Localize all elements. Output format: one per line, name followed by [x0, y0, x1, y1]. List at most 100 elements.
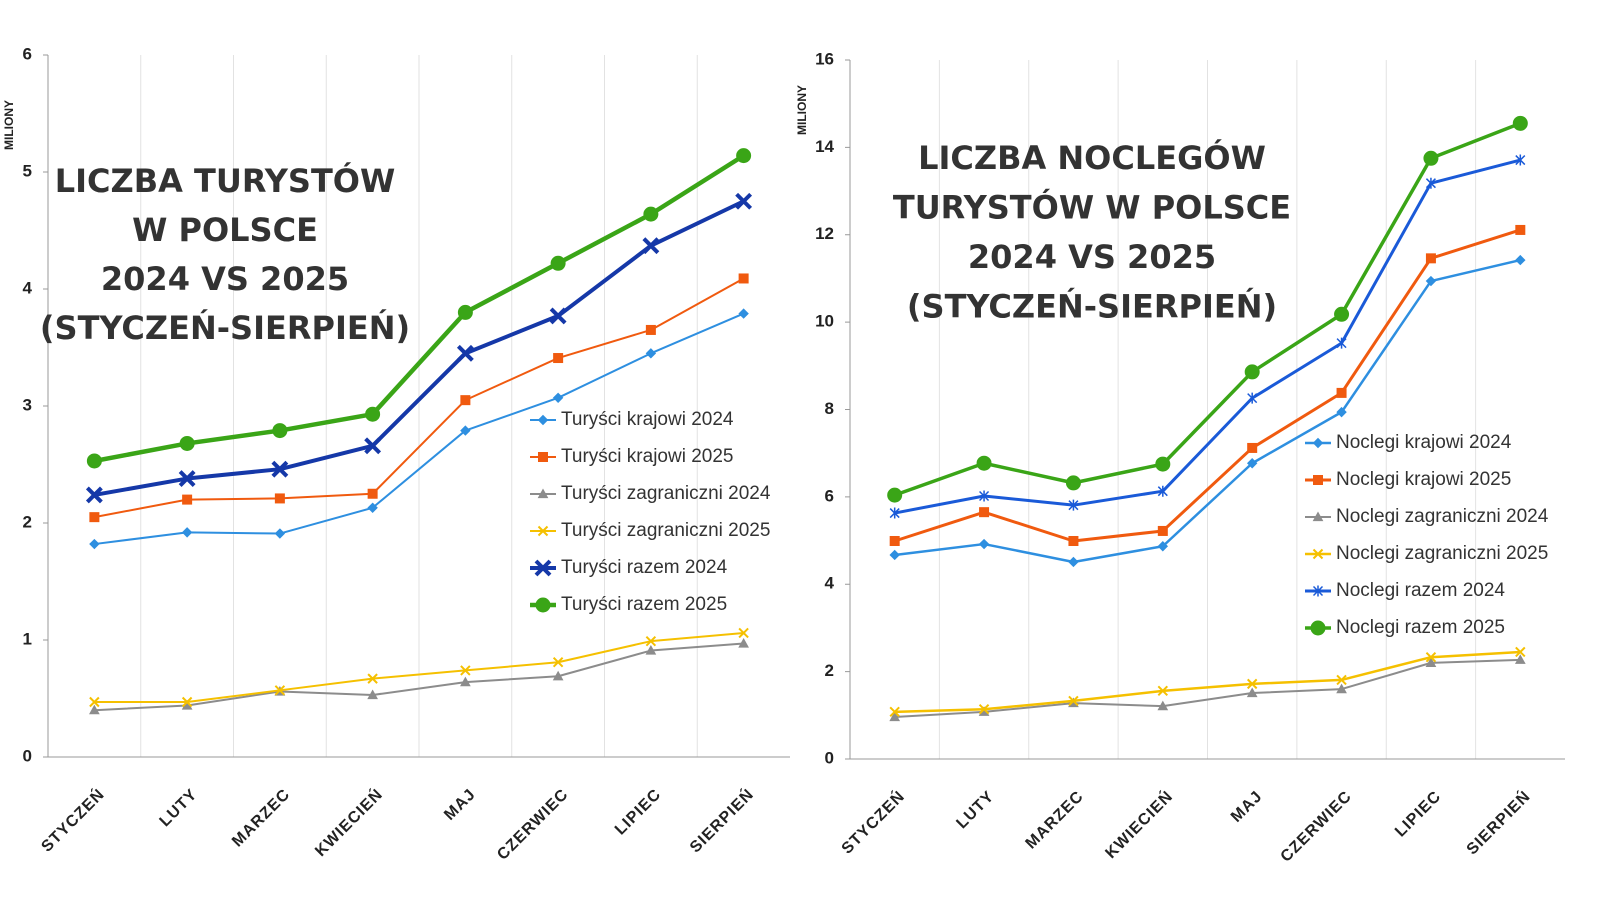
marker — [89, 704, 100, 715]
chart-title: 2024 VS 2025 — [101, 260, 349, 298]
marker — [738, 627, 749, 639]
marker — [365, 406, 381, 422]
marker — [272, 423, 288, 439]
marker — [1157, 485, 1168, 497]
marker — [367, 502, 378, 513]
marker — [274, 685, 286, 696]
series-line — [94, 277, 745, 519]
marker — [978, 703, 990, 715]
marker — [1155, 456, 1171, 472]
series-line — [94, 631, 744, 704]
marker — [645, 635, 657, 647]
series-line — [894, 121, 1521, 497]
marker — [460, 665, 471, 676]
legend-marker — [1312, 437, 1324, 449]
y-tick-label: 6 — [825, 486, 834, 505]
x-tick-label: MARZEC — [1023, 788, 1088, 853]
series-line — [94, 312, 745, 546]
y-tick-label: 3 — [23, 395, 32, 414]
legend-label: Noclegi krajowi 2025 — [1336, 469, 1511, 490]
marker — [1336, 387, 1347, 398]
marker — [1246, 678, 1258, 690]
marker — [978, 538, 990, 550]
marker — [738, 637, 749, 648]
legend-label: Turyści krajowi 2024 — [561, 409, 734, 430]
marker — [550, 255, 566, 271]
marker — [549, 307, 567, 325]
x-tick-label: MAJ — [1228, 788, 1266, 826]
y-tick-label: 2 — [825, 661, 834, 680]
marker — [1157, 685, 1169, 697]
marker — [1247, 392, 1258, 404]
marker — [552, 670, 564, 681]
series-line — [894, 658, 1521, 719]
marker — [1336, 406, 1347, 418]
marker — [1157, 700, 1169, 711]
marker — [460, 676, 471, 687]
series-line — [894, 228, 1521, 543]
marker — [1515, 254, 1526, 266]
y-tick-label: 8 — [825, 399, 834, 418]
marker — [645, 348, 657, 359]
series-line — [94, 642, 744, 712]
marker — [1515, 154, 1526, 166]
marker — [1515, 224, 1526, 235]
marker — [1244, 364, 1260, 380]
legend-marker — [538, 452, 548, 462]
x-tick-label: CZERWIEC — [494, 786, 572, 864]
marker — [85, 486, 103, 504]
marker — [889, 549, 900, 561]
marker — [178, 470, 196, 487]
legend-marker — [537, 414, 549, 426]
x-tick-label: CZERWIEC — [1278, 788, 1356, 866]
marker — [1068, 535, 1079, 546]
marker — [1068, 499, 1079, 511]
y-tick-label: 4 — [23, 278, 33, 297]
series-line — [894, 258, 1521, 564]
marker — [979, 507, 990, 518]
legend-marker — [537, 525, 549, 537]
x-tick-label: SIERPIEŃ — [686, 784, 758, 856]
marker — [1336, 683, 1347, 694]
marker — [738, 308, 749, 319]
marker — [1425, 177, 1436, 189]
x-tick-label: LUTY — [953, 788, 997, 832]
marker — [89, 696, 100, 708]
marker — [89, 512, 100, 523]
marker — [1246, 458, 1258, 469]
x-tick-label: STYCZEŃ — [37, 784, 108, 855]
legend-marker — [1312, 548, 1324, 560]
y-axis-label: MILIONY — [795, 85, 809, 135]
x-tick-label: MAJ — [441, 786, 479, 824]
legend-marker — [1310, 620, 1326, 636]
y-axis-label: MILIONY — [2, 100, 16, 150]
legend-marker — [1312, 511, 1324, 522]
marker — [1515, 646, 1526, 658]
chart-title: TURYSTÓW W POLSCE — [893, 188, 1291, 227]
marker — [181, 696, 193, 708]
marker — [1425, 657, 1437, 667]
y-tick-label: 16 — [815, 49, 834, 68]
marker — [460, 425, 471, 436]
chart-title: LICZBA TURYSTÓW — [55, 161, 396, 200]
marker — [179, 435, 195, 451]
y-tick-label: 1 — [23, 629, 32, 648]
marker — [456, 344, 474, 362]
y-tick-label: 5 — [23, 161, 32, 180]
legend-label: Turyści zagraniczni 2024 — [561, 483, 771, 504]
marker — [1423, 150, 1439, 166]
marker — [889, 706, 900, 718]
x-tick-label: STYCZEŃ — [837, 786, 908, 857]
chart-title: W POLSCE — [132, 211, 318, 249]
marker — [1336, 337, 1347, 349]
marker — [274, 528, 286, 539]
legend-label: Noclegi krajowi 2024 — [1336, 432, 1512, 453]
marker — [364, 437, 382, 455]
chart-title: LICZBA NOCLEGÓW — [918, 138, 1266, 177]
legend-label: Noclegi razem 2024 — [1336, 580, 1505, 601]
marker — [1247, 442, 1258, 453]
marker — [553, 353, 564, 364]
legend-marker — [1312, 585, 1324, 597]
chart-title: (STYCZEŃ-SIERPIEŃ) — [40, 309, 410, 347]
